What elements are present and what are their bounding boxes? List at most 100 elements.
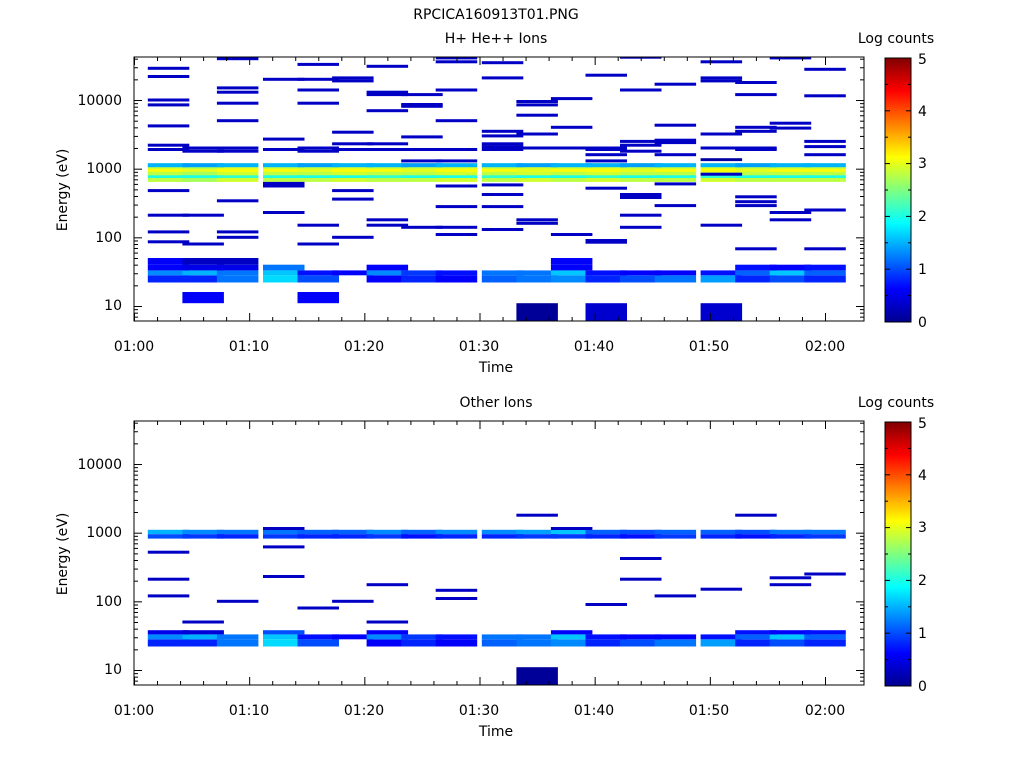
heatmap-line: [481, 148, 524, 151]
heatmap-line: [366, 620, 409, 624]
heatmap-cell: [585, 270, 627, 276]
heatmap-line: [804, 139, 846, 143]
heatmap-line: [654, 153, 697, 157]
heatmap-cell: [516, 303, 558, 321]
heatmap-line: [147, 550, 190, 554]
heatmap-line: [435, 148, 478, 151]
heatmap-cell: [735, 175, 777, 178]
heatmap-cell: [769, 529, 812, 535]
heatmap-line: [147, 75, 190, 78]
heatmap-cell: [435, 168, 478, 172]
heatmap-line: [735, 195, 777, 199]
heatmap-line: [147, 98, 190, 102]
heatmap-line: [435, 205, 478, 209]
heatmap-cell: [550, 634, 593, 640]
heatmap-cell: [263, 534, 305, 539]
heatmap-line: [401, 104, 443, 108]
heatmap-line: [769, 218, 812, 222]
heatmap-cell: [147, 630, 190, 635]
heatmap-line: [401, 93, 443, 97]
heatmap-line: [216, 57, 259, 61]
x-tick-label: 01:10: [229, 339, 269, 355]
heatmap-line: [366, 223, 409, 227]
tick-marks: [134, 421, 911, 687]
heatmap-line: [435, 225, 478, 229]
heatmap-cell: [216, 175, 259, 178]
heatmap-cell: [735, 639, 777, 647]
heatmap-cell: [516, 667, 558, 685]
heatmap-line: [401, 135, 443, 139]
heatmap-line: [216, 86, 259, 90]
colorbar: 0 1 2 3 4 5: [884, 52, 927, 331]
heatmap-line: [481, 183, 524, 187]
heatmap-cell: [366, 168, 409, 172]
heatmap-cell: [585, 303, 627, 321]
heatmap-cell: [435, 529, 478, 535]
heatmap-cell: [550, 534, 593, 539]
heatmap-line: [297, 77, 339, 81]
heatmap-line: [401, 159, 443, 163]
heatmap-cell: [435, 639, 478, 647]
heatmap-cell: [297, 168, 339, 172]
heatmap-line: [435, 184, 478, 188]
colorbar-tick-label: 4: [918, 468, 927, 484]
heatmap-line: [481, 228, 524, 231]
heatmap-line: [735, 204, 777, 208]
heatmap-cell: [735, 630, 777, 635]
heatmap-line: [585, 148, 627, 151]
heatmap-line: [366, 109, 409, 113]
colorbar-tick-label: 0: [918, 315, 927, 331]
heatmap-cell: [401, 534, 443, 539]
heatmap-cell: [700, 529, 743, 535]
heatmap-line: [550, 527, 593, 530]
heatmap-cell: [435, 634, 478, 640]
heatmap-cell: [516, 534, 558, 539]
y-axis: 10 100 1000 10000: [77, 457, 122, 678]
heatmap-cell: [366, 270, 409, 276]
heatmap-line: [147, 189, 190, 193]
heatmap-cell: [481, 270, 524, 276]
heatmap-line: [735, 148, 777, 151]
colorbar-tick-label: 3: [918, 520, 927, 536]
x-axis-label: Time: [478, 724, 513, 740]
heatmap-line: [216, 199, 259, 203]
plot-frame: [133, 56, 865, 322]
heatmap-line: [147, 230, 190, 234]
heatmap-cell: [516, 175, 558, 178]
heatmap-cell: [216, 270, 259, 276]
heatmap-cell: [147, 163, 190, 168]
heatmap-cell: [769, 634, 812, 640]
x-tick-label: 01:50: [689, 339, 729, 355]
colorbar-tick-label: 3: [918, 156, 927, 172]
heatmap-cell: [585, 275, 627, 283]
heatmap-cell: [366, 630, 409, 635]
x-tick-label: 01:30: [459, 339, 499, 355]
heatmap-cell: [550, 639, 593, 647]
heatmap-line: [769, 583, 812, 587]
heatmap-line: [620, 196, 662, 199]
heatmap-cell: [516, 270, 558, 276]
plot-frame: [133, 420, 865, 686]
heatmap-cell: [804, 168, 846, 172]
heatmap-cell: [769, 270, 812, 276]
heatmap-line: [297, 146, 339, 150]
heatmap-cell: [332, 529, 374, 535]
heatmap-line: [585, 240, 627, 244]
heatmap-cell: [332, 175, 374, 178]
x-axis: 01:00 01:10 01:20 01:30 01:40 01:50 02:0…: [114, 339, 845, 355]
heatmap-line: [263, 148, 305, 151]
colorbar-gradient: [884, 421, 912, 687]
colorbar: 0 1 2 3 4 5: [884, 416, 927, 695]
colorbar-tick-label: 1: [918, 626, 927, 642]
heatmap-line: [735, 125, 777, 129]
heatmap-line: [654, 182, 697, 186]
heatmap-line: [654, 123, 697, 127]
y-tick-label: 1000: [86, 525, 122, 541]
heatmap-cell: [263, 270, 305, 276]
heatmap-cell: [182, 275, 224, 283]
heatmap-cell: [769, 175, 812, 178]
heatmap-line: [182, 242, 224, 246]
heatmap-cell: [700, 639, 743, 647]
heatmap-line: [481, 134, 524, 138]
heatmap-line: [263, 181, 305, 185]
